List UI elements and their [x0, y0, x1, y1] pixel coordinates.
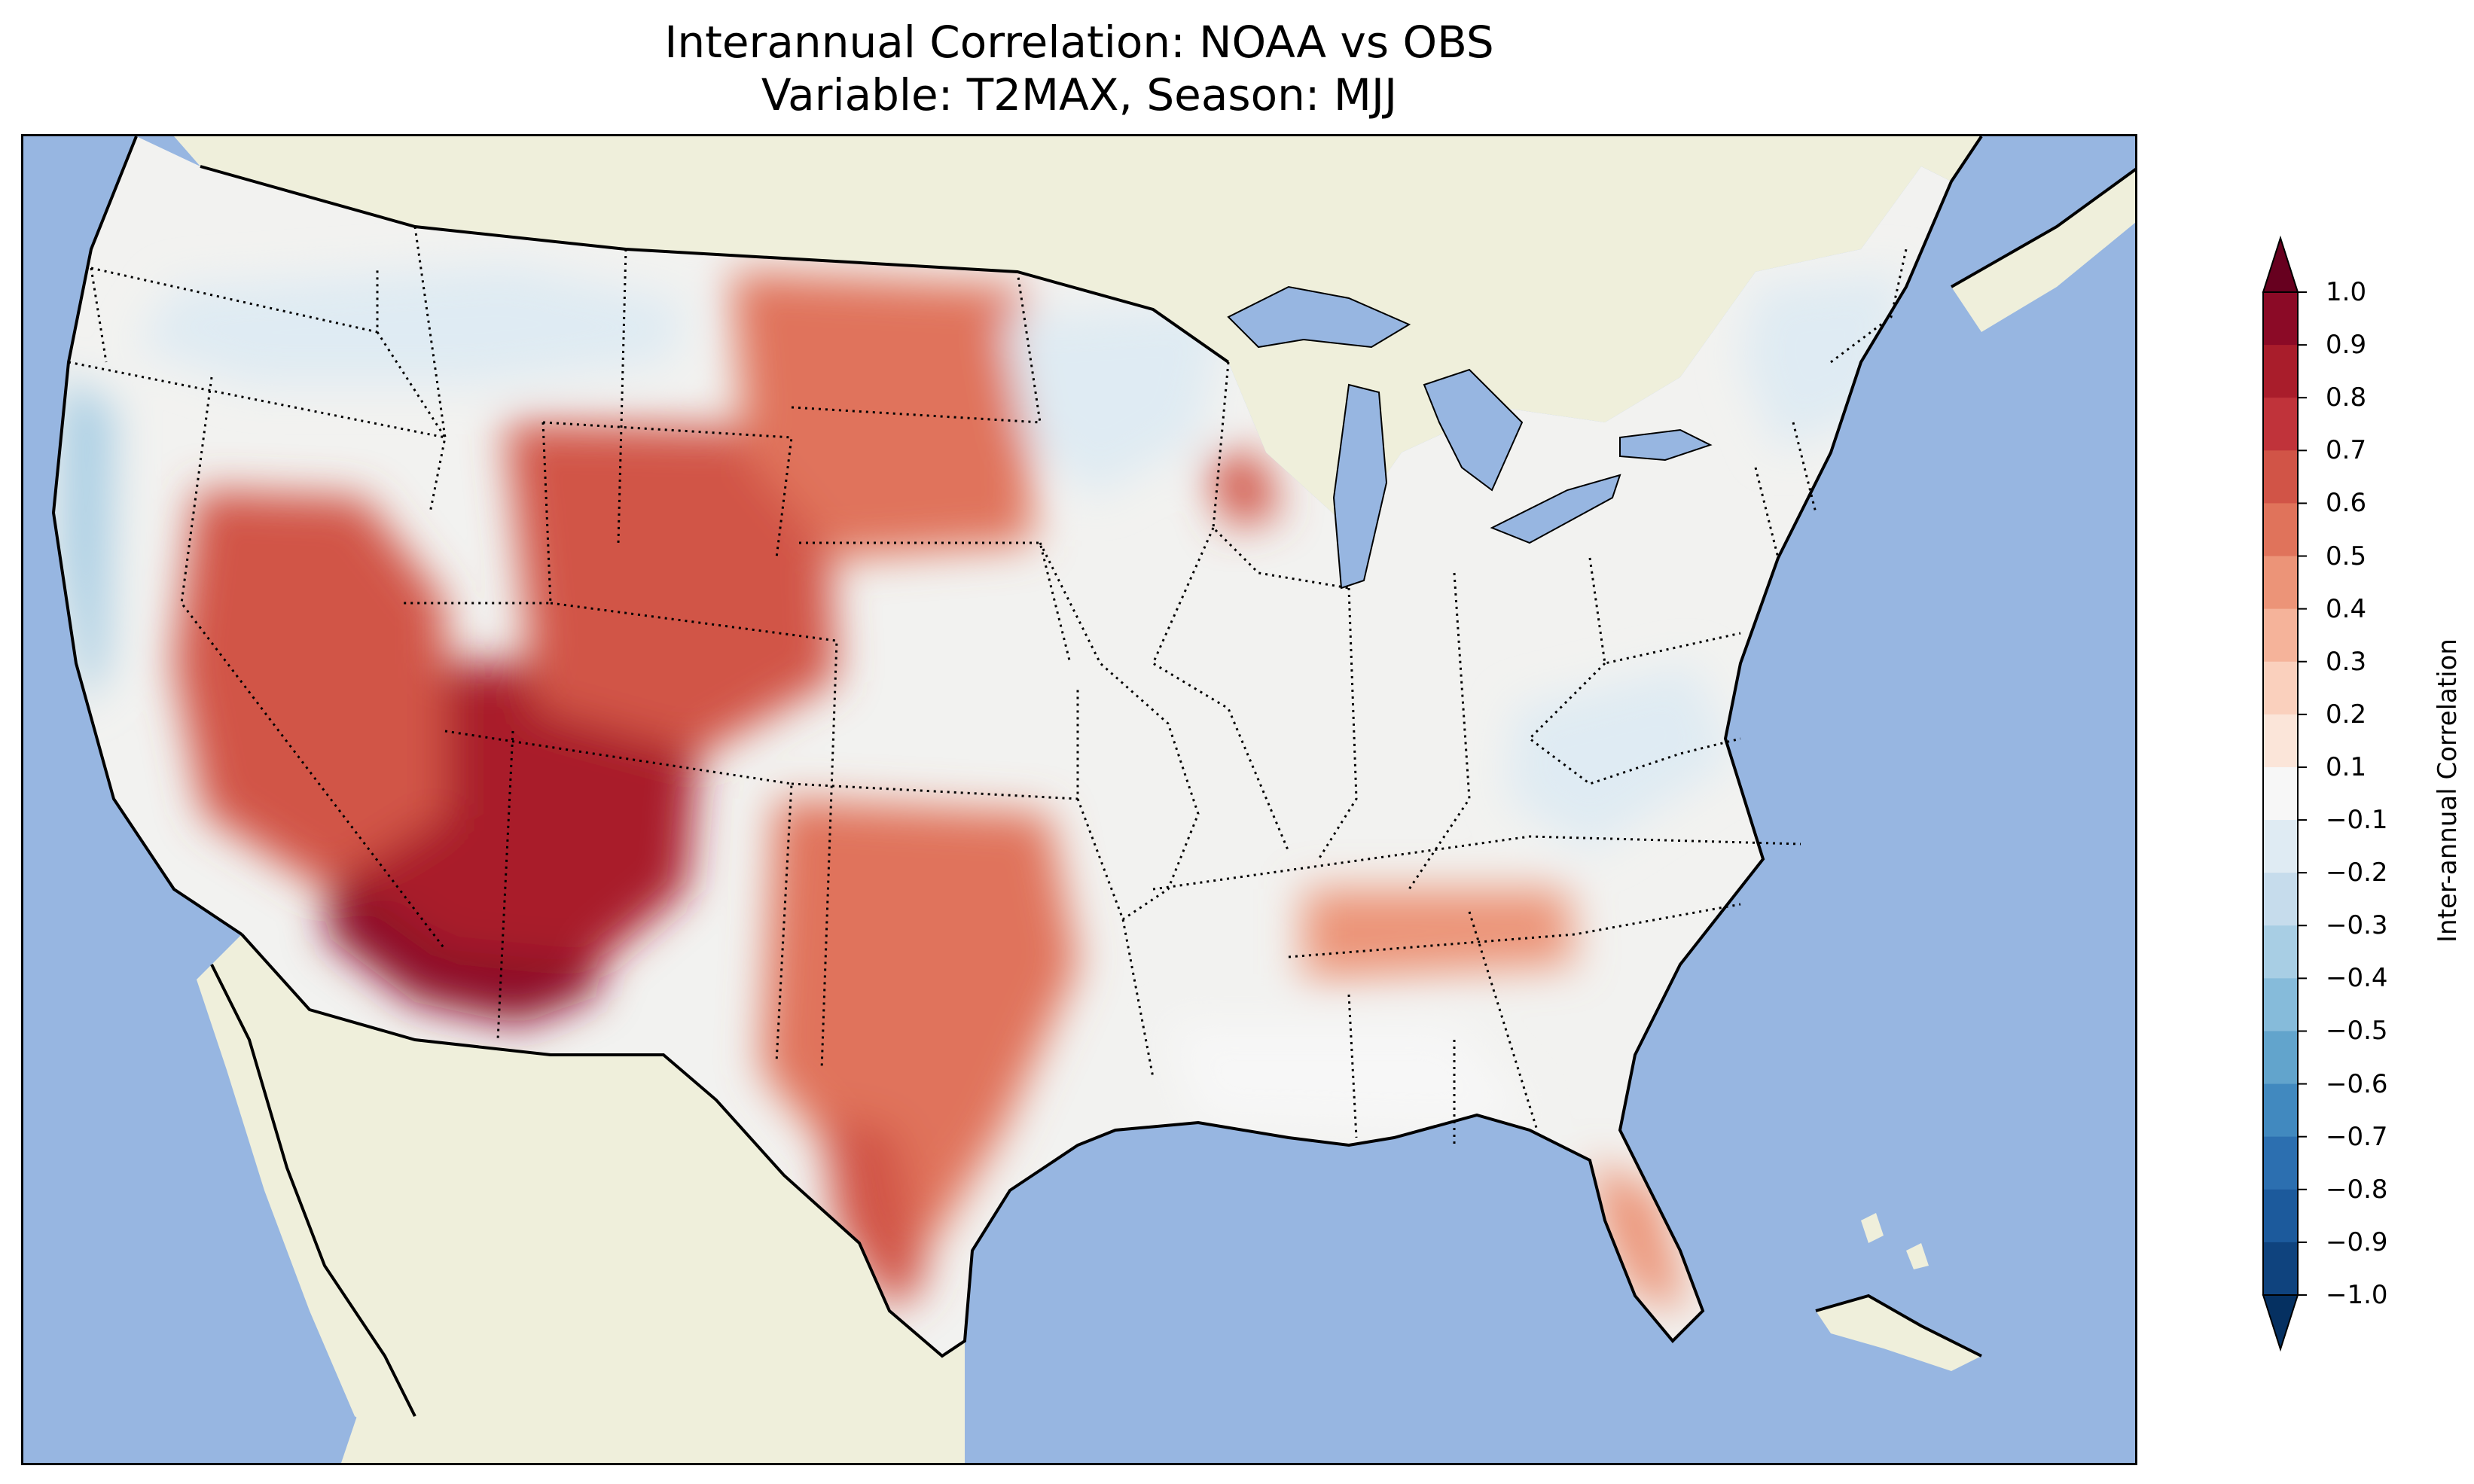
- colorbar-tick-label: 0.4: [2326, 593, 2367, 624]
- canada-land: [174, 136, 1981, 528]
- field-region-northern-plains: [731, 272, 1033, 558]
- lake-michigan: [1332, 383, 1388, 590]
- colorbar-tick-label: −0.9: [2326, 1227, 2388, 1257]
- chart-title-line1: Interannual Correlation: NOAA vs OBS: [664, 17, 1494, 68]
- field-region-california-coast: [61, 377, 114, 708]
- colorbar-tick-label: 0.6: [2326, 488, 2367, 519]
- field-region-iowa-spot: [1206, 453, 1281, 528]
- lake-ontario: [1619, 428, 1713, 462]
- lake-huron: [1423, 368, 1524, 492]
- nova-scotia-land: [1951, 169, 2135, 332]
- lake-superior: [1227, 285, 1411, 349]
- field-region-south-texas: [822, 1115, 927, 1311]
- cuba-land: [1816, 1296, 1981, 1371]
- colorbar-tick-label: 0.3: [2326, 646, 2367, 677]
- state-borders: [68, 226, 1908, 1145]
- field-region-pacific-northwest: [136, 264, 686, 385]
- colorbar-tick-label: −0.1: [2326, 805, 2388, 836]
- colorbar-bin: [2263, 503, 2298, 557]
- colorbar-bin: [2263, 978, 2298, 1031]
- colorbar-tick-label: −0.7: [2326, 1121, 2388, 1152]
- colorbar-tick-label: 0.7: [2326, 435, 2367, 466]
- colorbar-bin: [2263, 292, 2298, 346]
- colorbar-bin: [2263, 766, 2298, 821]
- colorbar-tick-label: −0.6: [2326, 1068, 2388, 1099]
- colorbar-tick-label: −0.8: [2326, 1174, 2388, 1205]
- chart-title-line2: Variable: T2MAX, Season: MJJ: [761, 69, 1398, 120]
- colorbar-tick-label: 0.2: [2326, 699, 2367, 730]
- colorbar-tick-label: −0.2: [2326, 858, 2388, 888]
- field-region-wyoming-colorado: [505, 422, 837, 754]
- field-region-gulf-coast: [1168, 1025, 1530, 1130]
- colorbar-tick-label: −1.0: [2326, 1280, 2388, 1310]
- great-lakes: [1227, 285, 1713, 590]
- colorbar-bin: [2263, 820, 2298, 873]
- colorbar-label: Inter-annual Correlation: [2433, 638, 2463, 943]
- colorbar-tick-label: 1.0: [2326, 277, 2367, 307]
- colorbar-bin: [2263, 1031, 2298, 1085]
- colorbar-bin: [2263, 714, 2298, 768]
- colorbar-bin: [2263, 345, 2298, 398]
- map-canvas: [51, 136, 2135, 1463]
- bahamas-land: [1861, 1213, 1929, 1269]
- colorbar-tick-label: −0.4: [2326, 963, 2388, 994]
- colorbar-tick-label: 0.1: [2326, 751, 2367, 782]
- colorbar: [2262, 235, 2307, 1352]
- colorbar-tick-label: 0.5: [2326, 541, 2367, 571]
- colorbar-tick-label: 0.8: [2326, 382, 2367, 413]
- field-region-florida: [1590, 1160, 1688, 1311]
- colorbar-bin: [2263, 873, 2298, 926]
- field-region-great-basin: [174, 490, 445, 889]
- field-region-appalachians: [1507, 663, 1733, 852]
- field-region-upper-midwest: [1002, 302, 1228, 498]
- colorbar-tick-label: −0.5: [2326, 1016, 2388, 1047]
- lake-erie: [1490, 474, 1621, 544]
- correlation-field: [61, 264, 1906, 1311]
- colorbar-bin: [2263, 925, 2298, 979]
- colorbar-tick-label: 0.9: [2326, 330, 2367, 361]
- mexico-land: [212, 934, 965, 1463]
- colorbar-bin: [2263, 661, 2298, 715]
- colorbar-extend-min: [2262, 1294, 2299, 1352]
- baja-california-land: [197, 964, 415, 1446]
- colorbar-frame: [2262, 291, 2299, 1296]
- colorbar-bin: [2263, 1189, 2298, 1243]
- map-frame: [21, 134, 2137, 1465]
- colorbar-tick-label: −0.3: [2326, 910, 2388, 941]
- field-region-tennessee-valley: [1304, 889, 1575, 980]
- colorbar-bin: [2263, 1242, 2298, 1296]
- colorbar-bin: [2263, 398, 2298, 451]
- colorbar-bin: [2263, 1083, 2298, 1138]
- coastline: [51, 136, 2135, 1417]
- colorbar-bin: [2263, 450, 2298, 504]
- colorbar-bin: [2263, 1136, 2298, 1190]
- colorbar-extend-max: [2262, 235, 2299, 293]
- colorbar-bin: [2263, 608, 2298, 663]
- colorbar-bin: [2263, 556, 2298, 610]
